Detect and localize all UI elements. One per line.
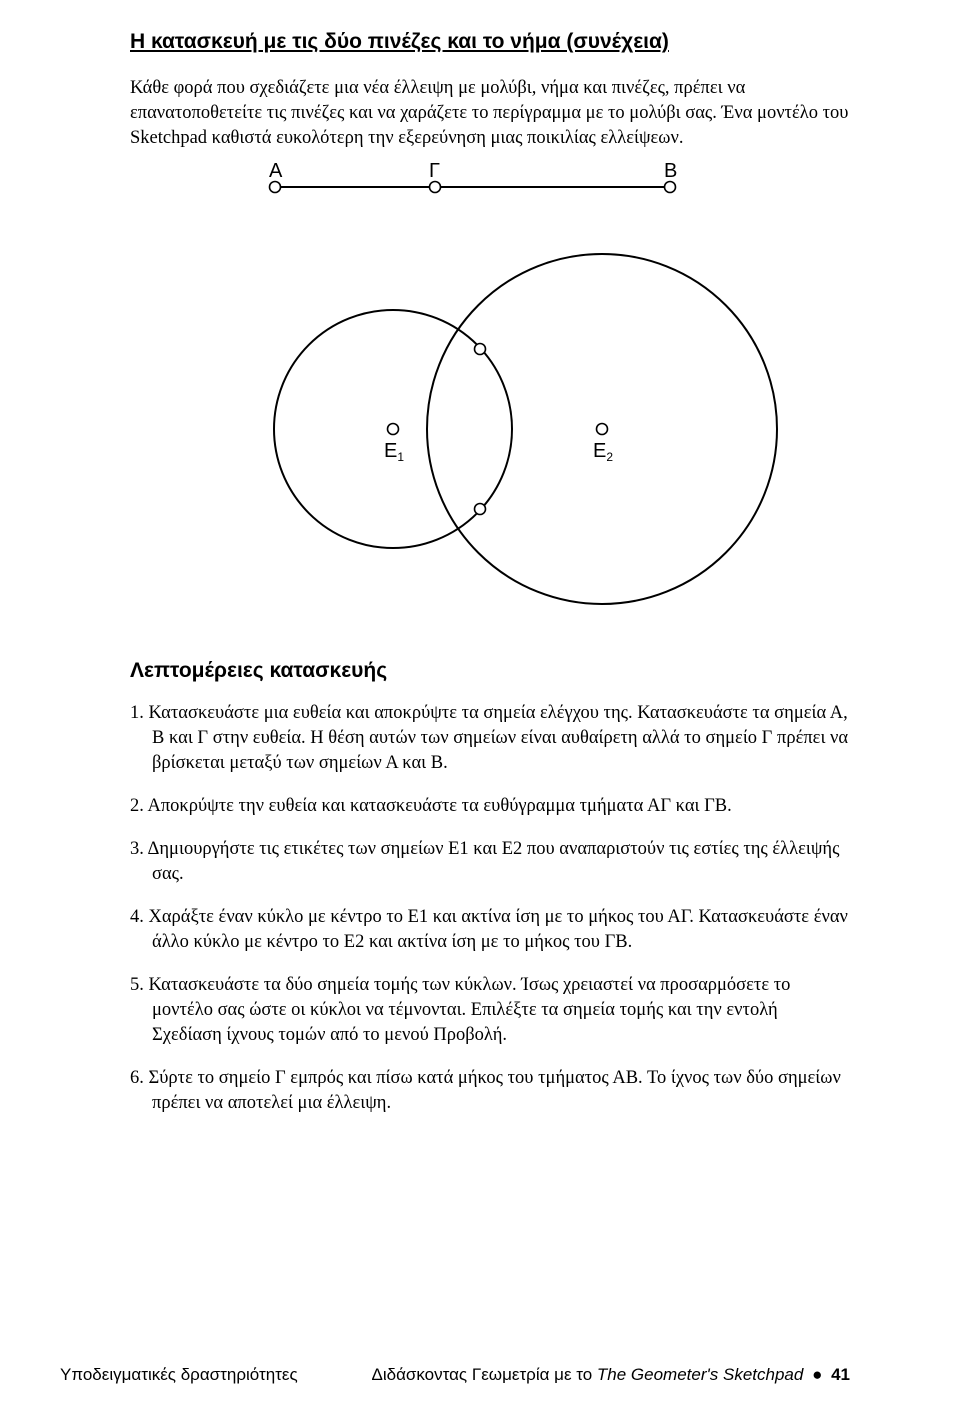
construction-step: 3. Δημιουργήστε τις ετικέτες των σημείων… (130, 837, 850, 887)
svg-text:Β: Β (664, 160, 677, 182)
svg-text:Ε2: Ε2 (593, 440, 613, 464)
construction-step: 1. Κατασκευάστε μια ευθεία και αποκρύψτε… (130, 701, 850, 776)
footer-left-text: Υποδειγματικές δραστηριότητες (60, 1365, 298, 1385)
footer-bullet: ● (812, 1365, 822, 1384)
construction-step: 6. Σύρτε το σημείο Γ εμπρός και πίσω κατ… (130, 1066, 850, 1116)
document-page: Η κατασκευή με τις δύο πινέζες και το νή… (0, 0, 960, 1403)
svg-text:Ε1: Ε1 (384, 440, 404, 464)
page-footer: Υποδειγματικές δραστηριότητες Διδάσκοντα… (0, 1365, 960, 1385)
footer-right-text: Διδάσκοντας Γεωμετρία με το The Geometer… (371, 1365, 850, 1385)
svg-text:Γ: Γ (429, 160, 440, 182)
footer-page-number: 41 (831, 1365, 850, 1384)
page-title: Η κατασκευή με τις δύο πινέζες και το νή… (130, 30, 850, 54)
geometry-diagram-container: Α Γ Β Ε1 Ε2 (130, 159, 850, 639)
section-heading: Λεπτομέρειες κατασκευής (130, 659, 850, 683)
geometry-diagram: Α Γ Β Ε1 Ε2 (170, 159, 810, 639)
footer-software-name: The Geometer's Sketchpad (597, 1365, 803, 1384)
footer-right-prefix: Διδάσκοντας Γεωμετρία με το (371, 1365, 596, 1384)
intro-paragraph: Κάθε φορά που σχεδιάζετε μια νέα έλλειψη… (130, 76, 850, 151)
construction-step: 4. Χαράξτε έναν κύκλο με κέντρο το Ε1 κα… (130, 905, 850, 955)
svg-text:Α: Α (269, 160, 283, 182)
construction-steps-list: 1. Κατασκευάστε μια ευθεία και αποκρύψτε… (130, 701, 850, 1116)
construction-step: 2. Αποκρύψτε την ευθεία και κατασκευάστε… (130, 794, 850, 819)
construction-step: 5. Κατασκευάστε τα δύο σημεία τομής των … (130, 973, 850, 1048)
